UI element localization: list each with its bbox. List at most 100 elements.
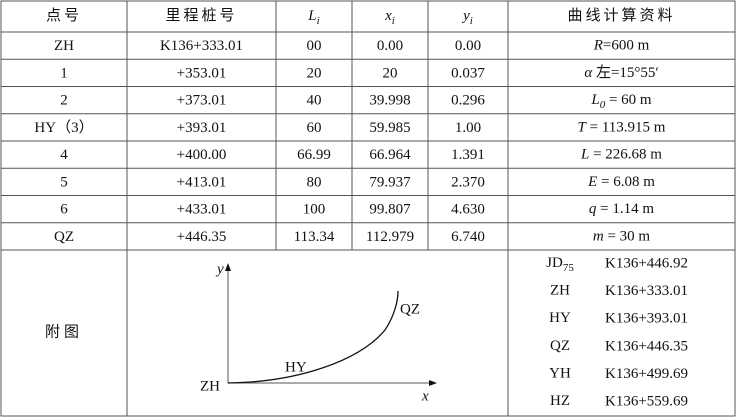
text: 左=15°55′ xyxy=(592,64,659,81)
var: T xyxy=(578,120,588,136)
text: =600 m xyxy=(603,38,650,54)
var: q xyxy=(589,202,597,218)
var: R xyxy=(593,38,603,54)
point-name: ZH xyxy=(550,283,570,299)
name: YH xyxy=(549,366,571,382)
point-label: ZH xyxy=(200,378,220,394)
cell: 66.99 xyxy=(297,147,331,163)
point-name: HY xyxy=(549,311,571,327)
cell: 0.037 xyxy=(451,65,485,81)
curve-item: q = 1.14 m xyxy=(589,202,654,218)
text: = 60 m xyxy=(605,93,652,109)
text: = 226.68 m xyxy=(589,147,662,163)
cell: 1.00 xyxy=(455,120,481,136)
cell: +433.01 xyxy=(177,202,227,218)
curve-item: T = 113.915 m xyxy=(578,120,666,136)
var: E xyxy=(587,174,597,190)
header-cell: 曲线计算资料 xyxy=(567,6,675,24)
point-name: JD75 xyxy=(546,255,574,273)
cell: 2.370 xyxy=(451,174,485,190)
var: y xyxy=(461,8,470,24)
axis-label: x xyxy=(421,388,429,404)
point-value: K136+446.92 xyxy=(605,255,688,271)
point-name: HZ xyxy=(550,394,570,410)
cell: QZ xyxy=(54,229,74,245)
text: = 1.14 m xyxy=(596,202,654,218)
point-value: K136+499.69 xyxy=(605,366,688,382)
point-value: K136+393.01 xyxy=(605,311,688,327)
var: L xyxy=(590,93,599,109)
curve-item: m = 30 m xyxy=(593,229,651,245)
sub: i xyxy=(392,15,395,27)
sub: i xyxy=(317,15,320,27)
point-name: QZ xyxy=(550,338,570,354)
curve-item: L = 226.68 m xyxy=(580,147,662,163)
cell: 39.998 xyxy=(369,93,410,109)
cell: 40 xyxy=(307,93,322,109)
text: = 113.915 m xyxy=(586,120,666,136)
text: 里程桩号 xyxy=(165,7,237,24)
cell: +446.35 xyxy=(177,229,227,245)
sub: i xyxy=(470,15,473,27)
name: HZ xyxy=(550,394,570,410)
header-cell: 里程桩号 xyxy=(165,7,237,24)
sub: 0 xyxy=(600,99,606,111)
cell: 66.964 xyxy=(369,147,411,163)
cell: +413.01 xyxy=(177,174,227,190)
name: QZ xyxy=(550,338,570,354)
cell: 99.807 xyxy=(369,202,411,218)
header-cell: 点号 xyxy=(46,7,82,24)
sub: 75 xyxy=(563,261,575,273)
cell: 6 xyxy=(60,202,68,218)
cell: K136+333.01 xyxy=(160,38,243,54)
curve-item: E = 6.08 m xyxy=(587,174,655,190)
cell: +373.01 xyxy=(177,93,227,109)
cell: HY（3） xyxy=(34,119,93,136)
text: 曲线计算资料 xyxy=(567,6,675,24)
cell: 0.00 xyxy=(377,38,403,54)
cell: +400.00 xyxy=(177,147,227,163)
cell: +393.01 xyxy=(177,120,227,136)
cell: 1 xyxy=(60,65,68,81)
text: 点号 xyxy=(46,7,82,24)
cell: 80 xyxy=(307,174,322,190)
var: L xyxy=(307,8,316,24)
cell: 113.34 xyxy=(294,229,335,245)
cell: 6.740 xyxy=(451,229,485,245)
point-value: K136+333.01 xyxy=(605,283,688,299)
var: α xyxy=(584,65,593,81)
cell: ZH xyxy=(54,38,74,54)
point-label: QZ xyxy=(400,301,420,317)
var: x xyxy=(384,8,392,24)
cell: 5 xyxy=(60,174,68,190)
cell: 4 xyxy=(60,147,68,163)
header-cell: yi xyxy=(461,8,473,26)
cell: +353.01 xyxy=(177,65,227,81)
var: L xyxy=(580,147,589,163)
curve-item: α 左=15°55′ xyxy=(584,64,658,81)
figure-label: 附图 xyxy=(45,323,83,340)
point-label: HY xyxy=(285,359,307,375)
text: = 6.08 m xyxy=(597,174,655,190)
cell: 100 xyxy=(303,202,326,218)
cell: 00 xyxy=(307,38,322,54)
cell: 112.979 xyxy=(366,229,414,245)
curve xyxy=(227,290,399,384)
axis-label: y xyxy=(215,261,224,277)
name: ZH xyxy=(550,283,570,299)
name: HY xyxy=(549,311,571,327)
cell: 2 xyxy=(60,93,68,109)
cell: 59.985 xyxy=(369,120,410,136)
cell: 0.296 xyxy=(451,93,485,109)
point-value: K136+446.35 xyxy=(605,338,688,354)
cell: 60 xyxy=(307,120,322,136)
var: m xyxy=(593,229,604,245)
text: = 30 m xyxy=(604,229,651,245)
cell: 1.391 xyxy=(451,147,485,163)
cell: 0.00 xyxy=(455,38,481,54)
name: JD xyxy=(546,255,563,271)
cell: 4.630 xyxy=(451,202,485,218)
point-name: YH xyxy=(549,366,571,382)
curve-item: L0 = 60 m xyxy=(590,93,652,111)
